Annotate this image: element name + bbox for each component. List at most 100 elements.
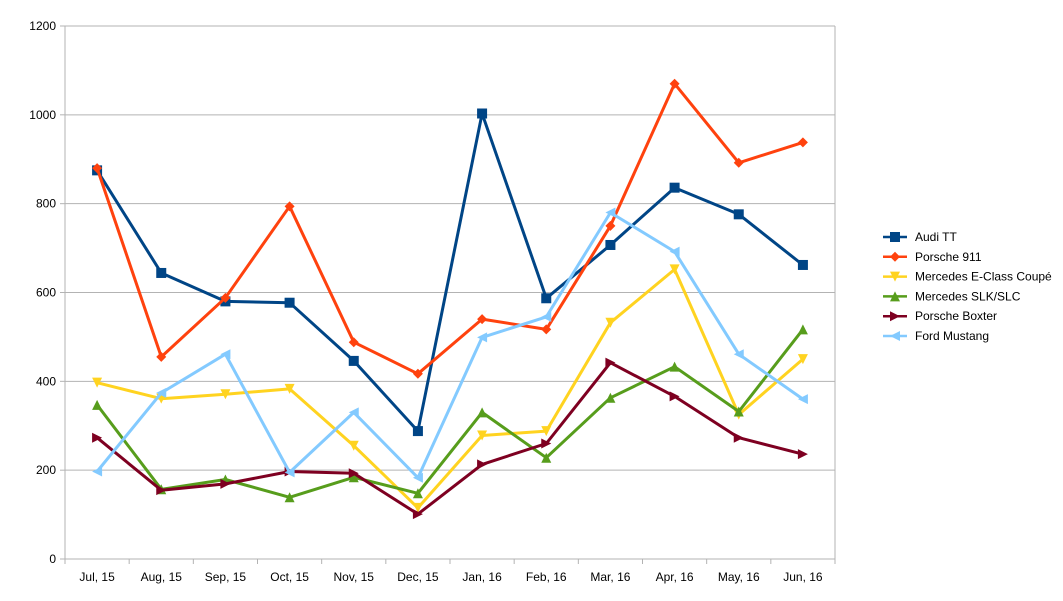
data-point	[669, 361, 680, 372]
legend-label: Ford Mustang	[915, 329, 989, 343]
data-point	[348, 440, 359, 451]
data-point	[412, 509, 423, 520]
x-tick-label: Jun, 16	[783, 570, 823, 584]
x-tick-label: Oct, 15	[270, 570, 309, 584]
data-point	[412, 502, 423, 513]
data-point	[92, 466, 103, 477]
data-point	[797, 449, 808, 460]
y-tick-label: 400	[36, 374, 56, 388]
legend-marker	[890, 251, 900, 262]
gridlines	[65, 25, 835, 471]
data-point	[669, 246, 680, 257]
x-tick-label: Apr, 16	[656, 570, 694, 584]
data-point	[477, 430, 488, 441]
y-tick-label: 0	[49, 552, 56, 566]
legend: Audi TT Porsche 911 Mercedes E-Class Coupé…	[883, 230, 1052, 343]
data-point	[412, 472, 423, 483]
y-tick-label: 200	[36, 463, 56, 477]
data-point	[797, 394, 808, 405]
data-point	[412, 368, 423, 379]
data-point	[541, 324, 552, 335]
data-point	[669, 264, 680, 275]
data-point	[669, 391, 680, 402]
data-point	[92, 163, 103, 174]
data-point	[220, 389, 231, 400]
legend-entry: Audi TT	[883, 230, 957, 244]
data-point	[220, 349, 231, 360]
x-tick-label: Jul, 15	[79, 570, 115, 584]
legend-marker	[890, 331, 900, 341]
data-point	[92, 399, 103, 410]
x-tick-label: Sep, 15	[205, 570, 247, 584]
data-point	[605, 207, 616, 218]
legend-marker	[890, 232, 900, 242]
series-line	[95, 267, 805, 510]
series-ford-mustang	[92, 207, 808, 483]
x-tick-label: Jan, 16	[462, 570, 502, 584]
y-tick-label: 600	[36, 286, 56, 300]
series-line	[95, 361, 805, 516]
data-point	[605, 220, 616, 231]
data-point	[733, 432, 744, 443]
legend-label: Audi TT	[915, 230, 957, 244]
y-tick-label: 1000	[29, 108, 56, 122]
data-point	[541, 452, 552, 463]
data-point	[541, 293, 552, 304]
legend-marker	[890, 271, 900, 282]
data-point	[220, 478, 231, 489]
data-point	[605, 392, 616, 403]
x-tick-label: Feb, 16	[526, 570, 567, 584]
data-point	[797, 354, 808, 365]
legend-entry: Porsche Boxter	[883, 309, 997, 323]
data-point	[412, 426, 423, 437]
data-point	[477, 108, 488, 119]
data-point	[348, 337, 359, 348]
data-point	[541, 426, 552, 437]
data-point	[348, 468, 359, 479]
data-point	[92, 377, 103, 388]
data-point	[605, 239, 616, 250]
series-porsche-911	[92, 78, 808, 379]
x-tick-label: May, 16	[718, 570, 760, 584]
data-point	[733, 349, 744, 360]
series-porsche-boxter	[92, 357, 808, 520]
data-point	[284, 297, 295, 308]
series-line	[95, 211, 805, 480]
data-point	[733, 157, 744, 168]
data-point	[669, 78, 680, 89]
data-point	[477, 407, 488, 418]
legend-label: Porsche Boxter	[915, 309, 997, 323]
data-point	[348, 355, 359, 366]
x-tick-label: Nov, 15	[334, 570, 375, 584]
data-point	[348, 407, 359, 418]
data-point	[284, 492, 295, 503]
series-layer	[92, 78, 808, 520]
data-point	[156, 351, 167, 362]
data-point	[797, 137, 808, 148]
data-point	[477, 314, 488, 325]
data-point	[412, 488, 423, 499]
series-audi-tt	[92, 108, 808, 437]
data-point	[92, 432, 103, 443]
data-point	[284, 383, 295, 394]
legend-marker	[890, 291, 900, 302]
data-point	[541, 438, 552, 449]
data-point	[348, 472, 359, 483]
y-tick-label: 1200	[29, 19, 56, 33]
data-point	[156, 387, 167, 398]
data-point	[284, 467, 295, 478]
data-point	[284, 201, 295, 212]
data-point	[477, 332, 488, 343]
legend-label: Porsche 911	[915, 250, 982, 264]
legend-marker	[890, 311, 900, 322]
legend-entry: Ford Mustang	[883, 329, 989, 343]
data-point	[605, 317, 616, 328]
data-point	[156, 267, 167, 278]
series-mercedes-slk-slc	[92, 324, 808, 503]
series-line	[95, 327, 805, 499]
x-tick-label: Aug, 15	[141, 570, 183, 584]
data-point	[477, 459, 488, 470]
data-point	[669, 182, 680, 193]
